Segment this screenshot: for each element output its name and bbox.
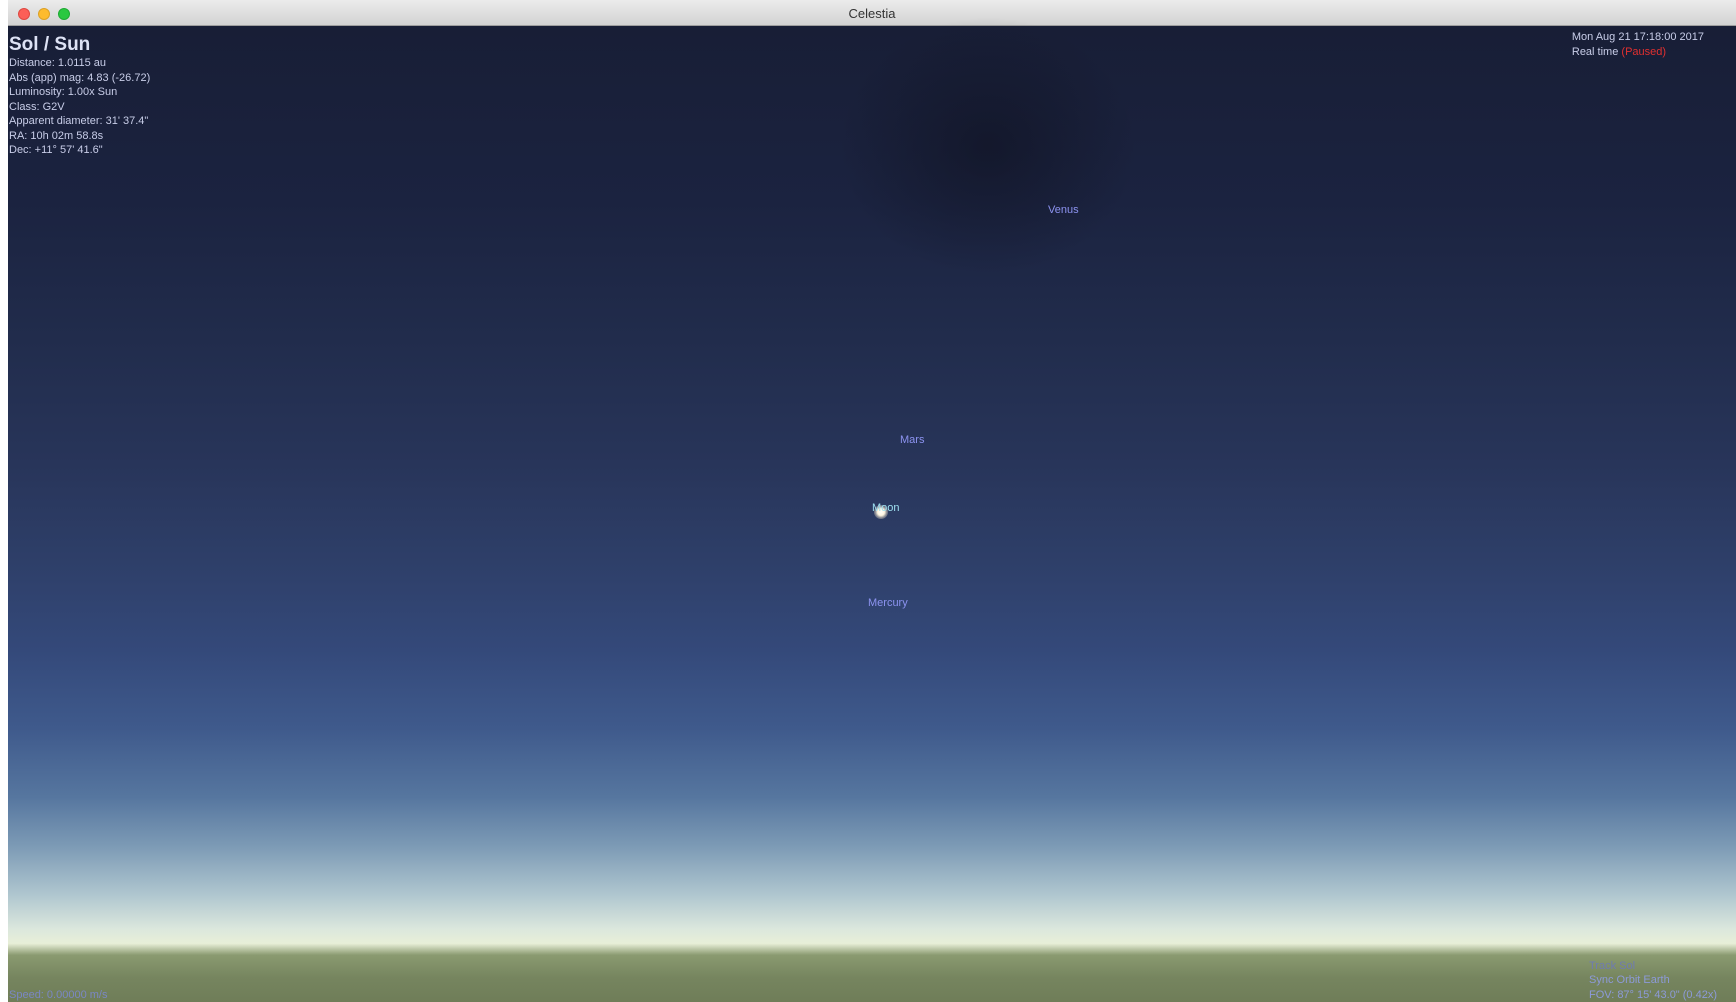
mars-label[interactable]: Mars (900, 434, 924, 446)
dec-readout: Dec: +11° 57' 41.6" (9, 143, 150, 158)
apparent-diameter-readout: Apparent diameter: 31' 37.4" (9, 114, 150, 129)
view-status: Track Sol Sync Orbit Earth FOV: 87° 15' … (1589, 959, 1717, 1002)
sync-readout: Sync Orbit Earth (1589, 973, 1717, 988)
class-readout: Class: G2V (9, 100, 150, 115)
sky-dark-region (838, 16, 1138, 276)
distance-readout: Distance: 1.0115 au (9, 56, 150, 71)
celestia-window: Celestia Sol / Sun Distance: 1.0115 au A… (8, 0, 1736, 1002)
venus-label[interactable]: Venus (1048, 204, 1079, 216)
sky-viewport[interactable]: Sol / Sun Distance: 1.0115 au Abs (app) … (8, 26, 1736, 1002)
time-info: Mon Aug 21 17:18:00 2017 Real time (Paus… (1572, 30, 1704, 59)
time-mode-line: Real time (Paused) (1572, 45, 1704, 60)
moon-label[interactable]: Moon (872, 502, 900, 514)
fov-readout: FOV: 87° 15' 43.0" (0.42x) (1589, 988, 1717, 1002)
time-mode: Real time (1572, 46, 1618, 58)
datetime-readout: Mon Aug 21 17:18:00 2017 (1572, 30, 1704, 45)
ra-readout: RA: 10h 02m 58.8s (9, 129, 150, 144)
paused-indicator: (Paused) (1621, 46, 1666, 58)
selected-object-name: Sol / Sun (9, 34, 150, 56)
magnitude-readout: Abs (app) mag: 4.83 (-26.72) (9, 71, 150, 86)
mercury-label[interactable]: Mercury (868, 597, 908, 609)
track-readout: Track Sol (1589, 959, 1717, 974)
selection-info: Sol / Sun Distance: 1.0115 au Abs (app) … (9, 34, 150, 158)
luminosity-readout: Luminosity: 1.00x Sun (9, 85, 150, 100)
speed-readout: Speed: 0.00000 m/s (9, 988, 107, 1002)
